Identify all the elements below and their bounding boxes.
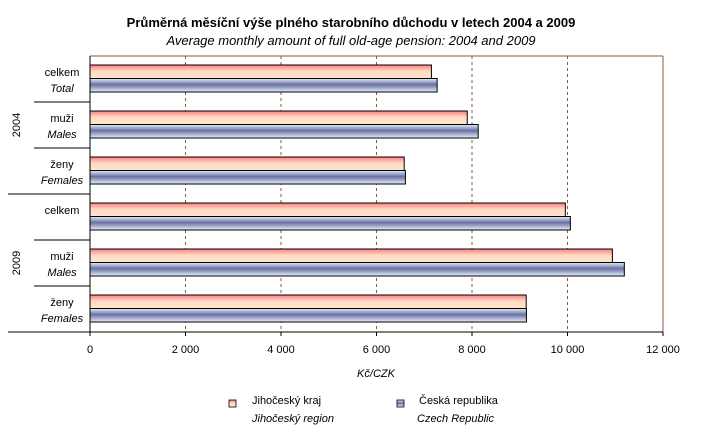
bar-jihocesky: [89, 248, 613, 263]
x-tick-label: 10 000: [551, 344, 585, 356]
x-tick-label: 0: [87, 344, 93, 356]
x-tick-label: 6 000: [363, 344, 391, 356]
category-label: ženy: [50, 159, 74, 171]
x-tick-label: 12 000: [646, 344, 680, 356]
bar-cr: [89, 308, 527, 323]
legend-marker-cr: [396, 399, 405, 408]
chart-subtitle: Average monthly amount of full old-age p…: [165, 33, 535, 48]
bar-jihocesky: [89, 156, 405, 171]
bar-cr: [89, 216, 571, 231]
year-label: 2004: [11, 113, 23, 137]
x-tick-label: 2 000: [172, 344, 200, 356]
category-label-en: Males: [47, 129, 77, 141]
legend-marker-jihocesky: [228, 399, 237, 408]
x-axis-label: Kč/CZK: [357, 368, 396, 380]
bar-cr: [89, 170, 406, 185]
bar-jihocesky: [89, 110, 468, 125]
category-label-en: Females: [41, 175, 84, 187]
category-label-en: Females: [41, 313, 84, 325]
legend-label-jihocesky: Jihočeský kraj: [252, 395, 321, 407]
legend-label-cr-en: Czech Republic: [417, 413, 495, 425]
x-tick-label: 8 000: [458, 344, 486, 356]
x-tick-label: 4 000: [267, 344, 295, 356]
legend: Jihočeský kraj Jihočeský region Česká re…: [228, 394, 499, 425]
year-label: 2009: [11, 251, 23, 275]
bar-cr: [89, 124, 479, 139]
bar-cr: [89, 78, 438, 93]
bar-jihocesky: [89, 294, 527, 309]
category-label: celkem: [45, 205, 80, 217]
category-label: celkem: [45, 67, 80, 79]
legend-label-cr: Česká republika: [419, 394, 499, 407]
category-label: muži: [50, 251, 73, 263]
chart-title: Průměrná měsíční výše plného starobního …: [127, 15, 576, 30]
category-label-en: Males: [47, 267, 77, 279]
legend-label-jihocesky-en: Jihočeský region: [251, 413, 334, 425]
bar-jihocesky: [89, 202, 566, 217]
category-label: muži: [50, 113, 73, 125]
category-label: ženy: [50, 297, 74, 309]
bar-cr: [89, 262, 625, 277]
bar-jihocesky: [89, 64, 432, 79]
category-label-en: Total: [50, 83, 74, 95]
